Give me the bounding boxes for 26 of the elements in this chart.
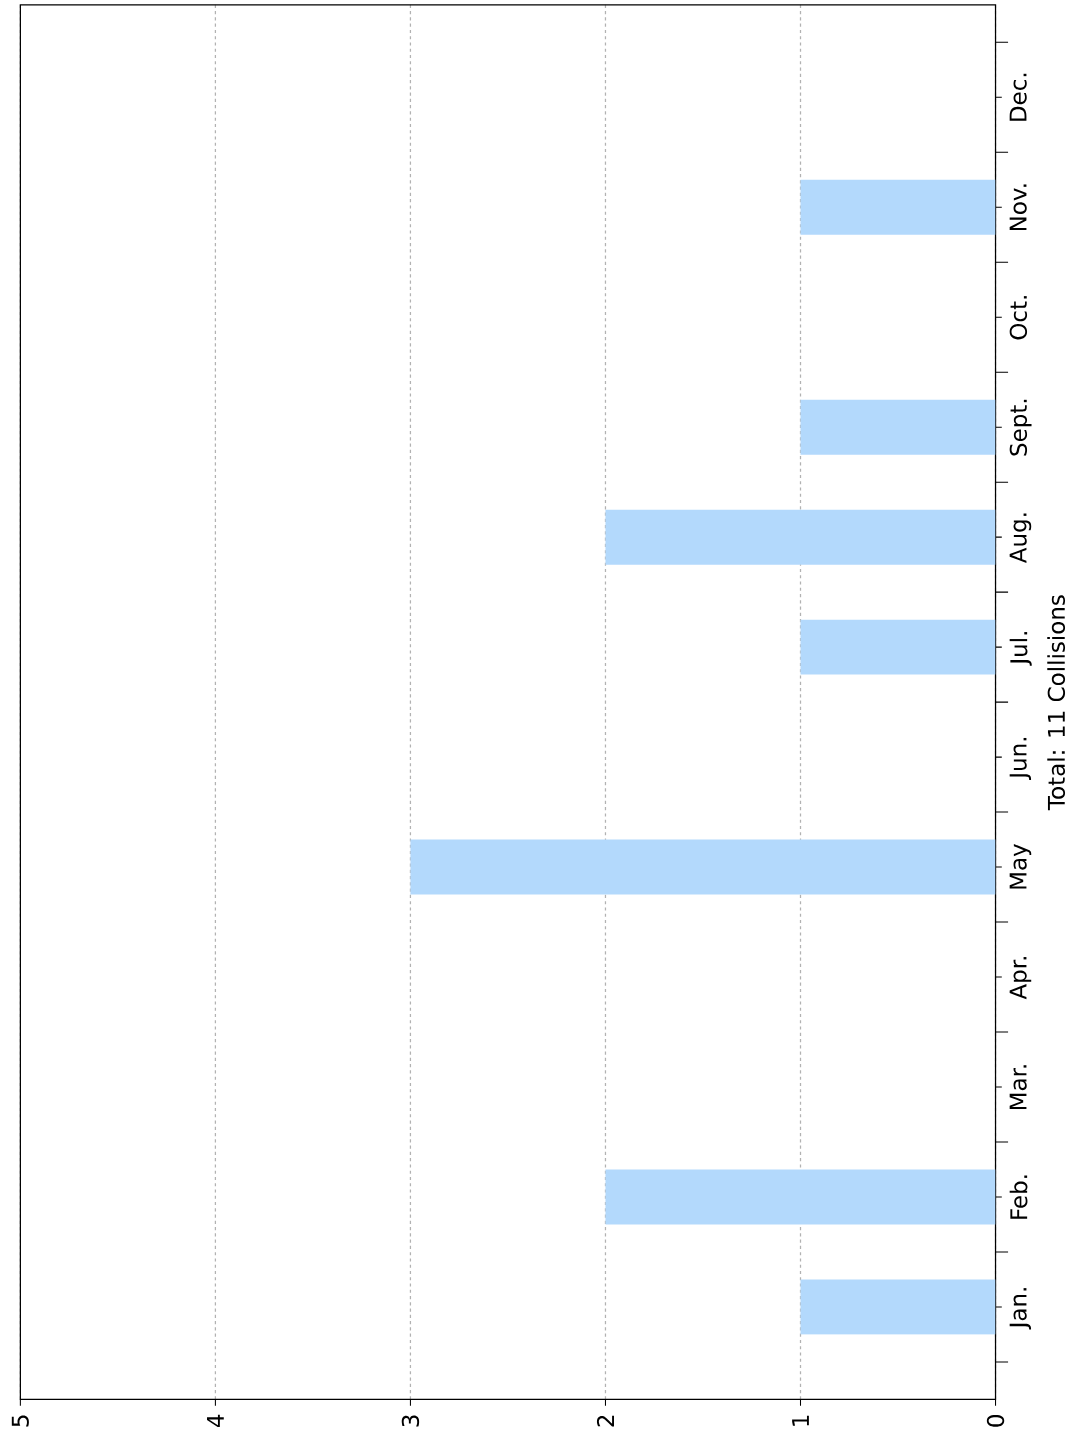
bar (410, 839, 996, 895)
bar (605, 509, 996, 565)
y-tick-label: Jul. (1009, 632, 1032, 666)
y-tick-label: Apr. (1009, 957, 1032, 1000)
bar (800, 619, 996, 675)
y-tick-label: Jan. (1009, 1288, 1032, 1330)
y-tick-label: May (1009, 844, 1032, 889)
x-tick-label: 1 (792, 1415, 809, 1426)
y-tick-label: Sept. (1009, 399, 1032, 456)
x-tick-label: 2 (596, 1415, 615, 1427)
bar (605, 1169, 996, 1225)
y-tick-label: Mar. (1009, 1065, 1027, 1110)
y-tick-label: Nov. (1009, 184, 1027, 231)
x-tick-label: 0 (986, 1415, 1005, 1427)
x-tick-label: 4 (207, 1414, 224, 1428)
x-tick-label: 3 (401, 1415, 420, 1427)
y-tick-label: Oct. (1009, 296, 1028, 340)
bar (800, 399, 996, 455)
y-tick-label: Feb. (1009, 1175, 1028, 1219)
y-tick-label: Dec. (1009, 73, 1027, 121)
x-tick-label: 5 (11, 1415, 29, 1427)
bar (800, 1279, 996, 1335)
y-axis-title: Total: 11 Collisions (1047, 595, 1066, 811)
y-tick-label: Aug. (1009, 513, 1032, 564)
bar (800, 179, 996, 235)
y-tick-label: Jun. (1009, 737, 1032, 780)
